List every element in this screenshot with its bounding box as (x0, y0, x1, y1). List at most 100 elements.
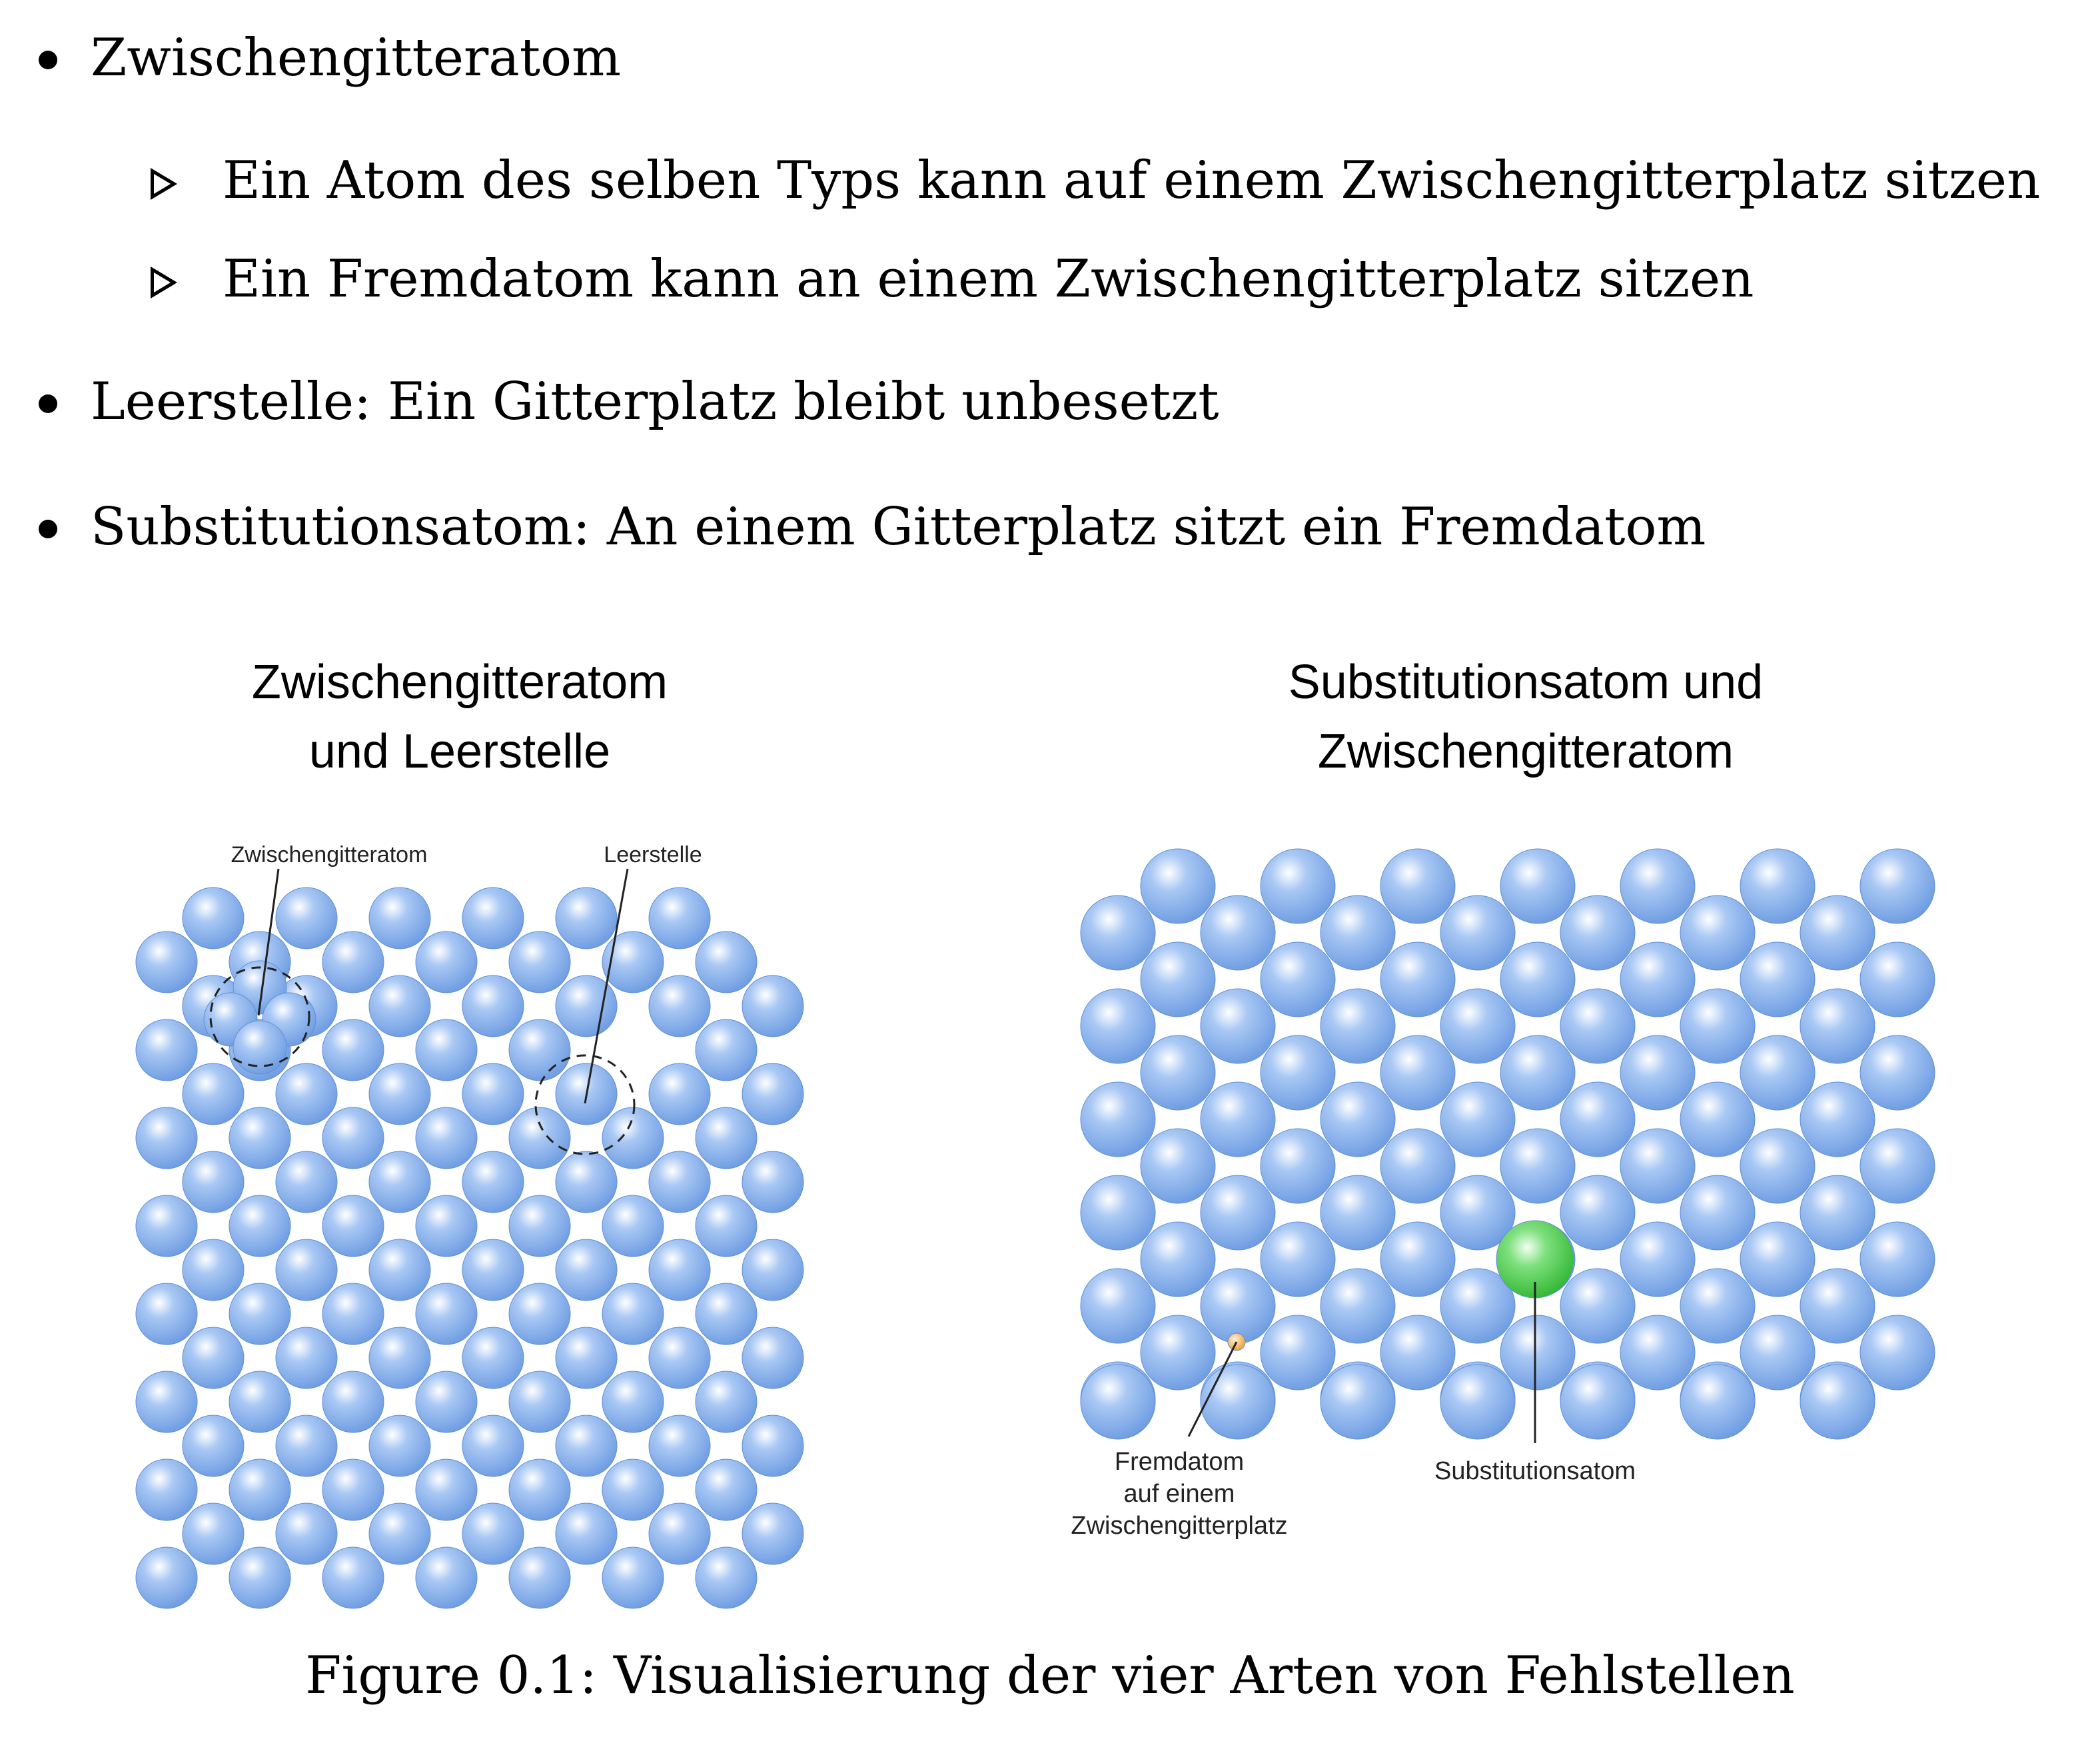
lattice-atom (1859, 1221, 1935, 1297)
lattice-atom (229, 1371, 291, 1433)
lattice-atom (1800, 1081, 1875, 1157)
lattice-atom (555, 1327, 618, 1389)
interstitial-atom (233, 1020, 287, 1075)
lattice-atom (275, 1415, 338, 1477)
lattice-atom (368, 1239, 431, 1301)
lattice-atom (462, 1502, 524, 1565)
bullet-dot-1 (39, 51, 57, 69)
lattice-atom (1800, 895, 1875, 971)
lattice-atom (368, 1327, 431, 1389)
lattice-atom (695, 1195, 758, 1257)
lattice-atom (322, 1107, 384, 1169)
vacancy-dashed-circle (534, 1054, 636, 1155)
lattice-atom (368, 975, 431, 1037)
lattice-atom (648, 1063, 711, 1125)
lattice-atom (1320, 1081, 1396, 1157)
lattice-atom (1560, 1081, 1636, 1157)
lattice-atom (742, 975, 804, 1037)
lattice-atom (602, 1458, 664, 1521)
lattice-atom (229, 1283, 291, 1345)
lattice-atom (415, 1283, 478, 1345)
lattice-atom (1380, 1035, 1456, 1111)
lattice-atom (742, 1415, 804, 1477)
lattice-atom (1859, 1128, 1935, 1204)
lattice-atom (1620, 1221, 1696, 1297)
lattice-atom (1440, 1364, 1516, 1440)
lattice-atom (1740, 1128, 1816, 1204)
lattice-atom (1200, 895, 1276, 971)
lattice-atom (1440, 1081, 1516, 1157)
lattice-atom (1500, 1035, 1576, 1111)
lattice-atom (415, 1195, 478, 1257)
lattice-atom (742, 1063, 804, 1125)
lattice-atom (602, 931, 664, 993)
lattice-atom (1740, 941, 1816, 1017)
lattice-atom (1320, 895, 1396, 971)
lattice-atom (182, 887, 245, 949)
lattice-atom (1620, 941, 1696, 1017)
lattice-atom (1440, 988, 1516, 1064)
lattice-atom (462, 975, 524, 1037)
bullet-dot-3 (39, 520, 57, 538)
right-figure-title: Substitutionsatom und Zwischengitteratom (1226, 648, 1826, 786)
lattice-atom (415, 1546, 478, 1609)
right-lattice-atoms (1080, 848, 1935, 1440)
lattice-atom (322, 1546, 384, 1609)
lattice-atom (462, 1239, 524, 1301)
lattice-atom (275, 1151, 338, 1213)
lattice-atom (508, 1546, 571, 1609)
lattice-atom (322, 1019, 384, 1081)
lattice-atom (742, 1327, 804, 1389)
lattice-atom (1320, 988, 1396, 1064)
left-figure-title-line1: Zwischengitteratom (251, 656, 668, 709)
lattice-atom (695, 1371, 758, 1433)
lattice-atom (1200, 1081, 1276, 1157)
lattice-atom (1500, 848, 1576, 924)
bullet-3-text: Substitutionsatom: An einem Gitterplatz … (91, 497, 1706, 557)
lattice-atom (1320, 1268, 1396, 1344)
lattice-atom (1080, 1364, 1156, 1440)
lattice-atom (182, 1327, 245, 1389)
lattice-atom (368, 1415, 431, 1477)
lattice-atom (1200, 988, 1276, 1064)
lattice-atom (602, 1546, 664, 1609)
left-figure-title-line2: und Leerstelle (308, 725, 611, 778)
sub-bullet-2-text: Ein Fremdatom kann an einem Zwischengitt… (223, 249, 1754, 309)
lattice-atom (1620, 1315, 1696, 1391)
lattice-atom (135, 1546, 198, 1609)
lattice-atom (1800, 1175, 1875, 1251)
lattice-atom (1800, 1268, 1875, 1344)
lattice-atom (1080, 1081, 1156, 1157)
lattice-atom (695, 1283, 758, 1345)
lattice-atom (229, 1107, 291, 1169)
lattice-atom (695, 1458, 758, 1521)
lattice-atom (508, 1107, 571, 1169)
lattice-atom (555, 1415, 618, 1477)
lattice-atom (1740, 1315, 1816, 1391)
lattice-atom (322, 1283, 384, 1345)
sub-bullet-1-text: Ein Atom des selben Typs kann auf einem … (223, 151, 2041, 211)
lattice-atom (1080, 1175, 1156, 1251)
lattice-atom (1320, 1175, 1396, 1251)
lattice-atom (555, 887, 618, 949)
lattice-atom (695, 931, 758, 993)
lattice-atom (135, 1019, 198, 1081)
lattice-atom (1859, 941, 1935, 1017)
lattice-atom (368, 1502, 431, 1565)
lattice-atom (1500, 1128, 1576, 1204)
lattice-atom (742, 1151, 804, 1213)
lattice-atom (1680, 988, 1756, 1064)
lattice-atom (1680, 1175, 1756, 1251)
lattice-atom (275, 1327, 338, 1389)
label-foreign-line3: Zwischengitterplatz (1071, 1512, 1287, 1540)
lattice-atom (1560, 988, 1636, 1064)
lattice-atom (182, 1502, 245, 1565)
lattice-atom (648, 1327, 711, 1389)
lattice-atom (1260, 1221, 1336, 1297)
lattice-atom (1440, 1268, 1516, 1344)
lattice-atom (648, 887, 711, 949)
lattice-atom (1140, 1221, 1216, 1297)
lattice-atom (648, 1239, 711, 1301)
lattice-atom (555, 1239, 618, 1301)
